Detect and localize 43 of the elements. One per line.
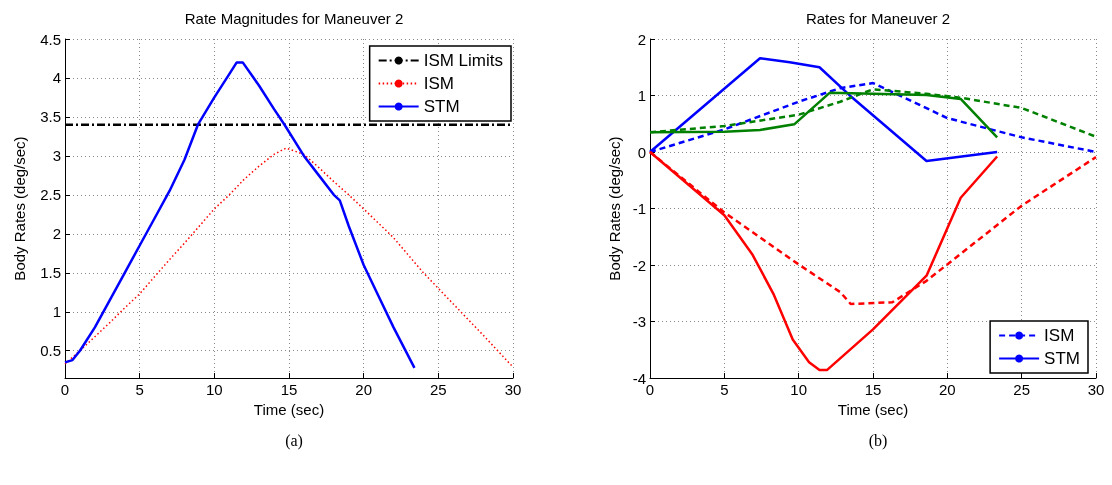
x-tick-label: 20 bbox=[938, 381, 956, 398]
y-tick-label: -3 bbox=[632, 313, 646, 330]
y-axis-title: Body Rates (deg/sec) bbox=[605, 136, 623, 281]
y-tick-label: 0 bbox=[637, 143, 646, 161]
y-tick-label: 0.5 bbox=[40, 342, 61, 360]
x-tick-label: 10 bbox=[205, 381, 223, 398]
x-tick-label: 10 bbox=[790, 381, 808, 398]
y-tick-label: -2 bbox=[632, 256, 646, 274]
x-axis-title: Time (sec) bbox=[253, 400, 325, 418]
y-tick-label: -1 bbox=[632, 200, 646, 217]
y-tick-label: 4 bbox=[52, 69, 61, 87]
y-axis-title: Body Rates (deg/sec) bbox=[11, 136, 28, 281]
y-tick-label: 2.5 bbox=[40, 186, 61, 204]
y-tick-label: 3.5 bbox=[40, 108, 61, 126]
y-tick-label: 1.5 bbox=[40, 264, 61, 282]
y-tick-label: 3 bbox=[52, 147, 61, 165]
x-tick-label: 30 bbox=[1087, 381, 1105, 398]
legend-label: STM bbox=[423, 97, 460, 116]
x-tick-label: 5 bbox=[720, 381, 729, 398]
y-tick-label: 2 bbox=[637, 30, 646, 48]
y-tick-label: 1 bbox=[637, 87, 646, 104]
x-tick-label: 15 bbox=[864, 381, 882, 398]
chart-title: Rate Magnitudes for Maneuver 2 bbox=[184, 10, 404, 27]
y-tick-label: 1 bbox=[52, 303, 61, 321]
x-tick-label: 15 bbox=[280, 381, 298, 398]
y-tick-label: 4.5 bbox=[40, 30, 61, 48]
y-tick-label: -4 bbox=[632, 369, 646, 387]
legend-label: ISM Limits bbox=[423, 51, 503, 70]
x-tick-label: 25 bbox=[1013, 381, 1031, 398]
legend-label: STM bbox=[1044, 349, 1081, 368]
y-tick-label: 2 bbox=[52, 225, 61, 243]
line-series bbox=[63, 61, 416, 370]
text: (a) bbox=[285, 431, 303, 450]
x-tick-label: 5 bbox=[135, 381, 144, 398]
x-tick-label: 20 bbox=[355, 381, 373, 398]
legend-label: ISM bbox=[423, 74, 454, 93]
line-series bbox=[64, 147, 514, 368]
x-axis-title: Time (sec) bbox=[837, 400, 909, 418]
chart-title: Rates for Maneuver 2 bbox=[805, 10, 951, 27]
x-tick-label: 25 bbox=[429, 381, 447, 398]
text: (b) bbox=[868, 431, 888, 450]
legend-label: ISM bbox=[1044, 326, 1075, 345]
x-tick-label: 30 bbox=[504, 381, 522, 398]
